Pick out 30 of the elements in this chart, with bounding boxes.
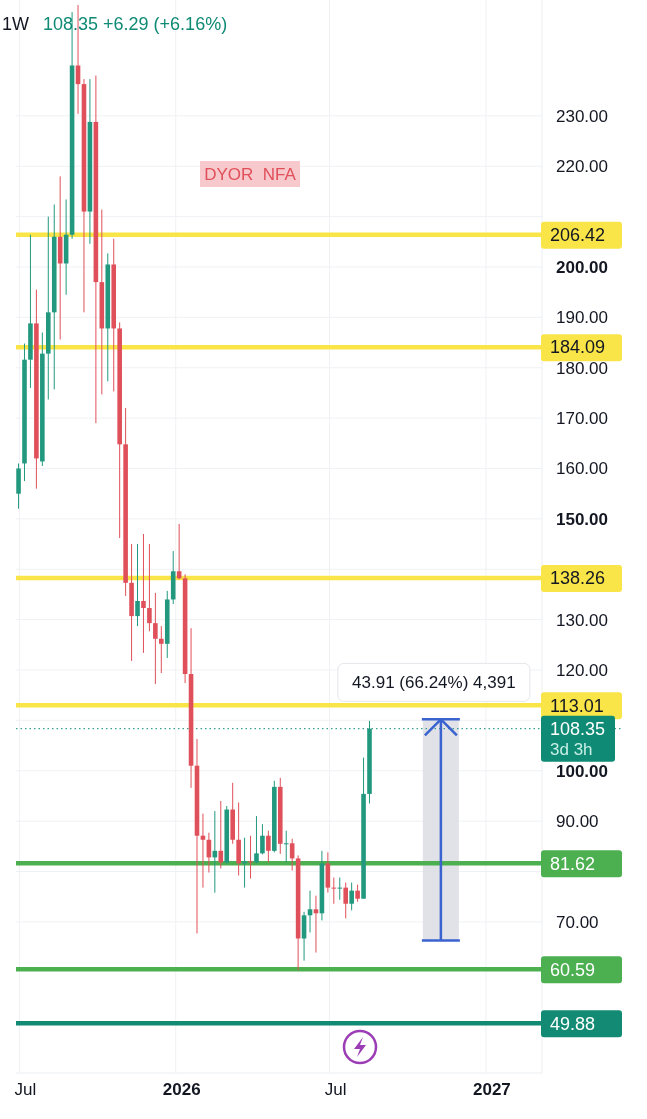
- ref-line-label: 81.62: [550, 853, 596, 874]
- y-tick-label: 180.00: [556, 358, 608, 378]
- y-tick-label: 70.00: [556, 912, 599, 932]
- y-tick-label: 170.00: [556, 409, 608, 429]
- x-tick-label: 2027: [473, 1080, 511, 1099]
- y-tick-label: 150.00: [556, 509, 608, 529]
- y-tick-label: 100.00: [556, 761, 608, 781]
- x-tick-label: Jul: [324, 1080, 347, 1099]
- ref-line-label: 60.59: [550, 959, 596, 980]
- ref-line-label: 113.01: [550, 695, 604, 716]
- text: 1W: [2, 14, 30, 34]
- y-tick-label: 230.00: [556, 106, 608, 126]
- annotation: 43.91 (66.24%) 4,391: [352, 673, 516, 693]
- annotation: DYOR NFA: [204, 164, 297, 184]
- ref-line-label: 184.09: [550, 337, 606, 358]
- annotation: 3d 3h: [550, 739, 593, 759]
- y-tick-label: 160.00: [556, 459, 608, 479]
- y-tick-label: 190.00: [556, 308, 608, 328]
- y-tick-label: 200.00: [556, 257, 608, 277]
- y-tick-label: 120.00: [556, 660, 608, 680]
- ref-line-label: 108.35: [550, 718, 606, 739]
- x-tick-label: 2026: [162, 1080, 201, 1099]
- ref-line-label: 49.88: [550, 1013, 596, 1034]
- ref-line-label: 138.26: [550, 568, 606, 589]
- y-tick-label: 220.00: [556, 157, 608, 177]
- y-tick-label: 90.00: [556, 812, 599, 832]
- ref-line-label: 206.42: [550, 224, 606, 245]
- x-tick-label: Jul: [14, 1080, 37, 1099]
- text: 108.35 +6.29 (+6.16%): [43, 14, 228, 34]
- y-tick-label: 130.00: [556, 610, 608, 630]
